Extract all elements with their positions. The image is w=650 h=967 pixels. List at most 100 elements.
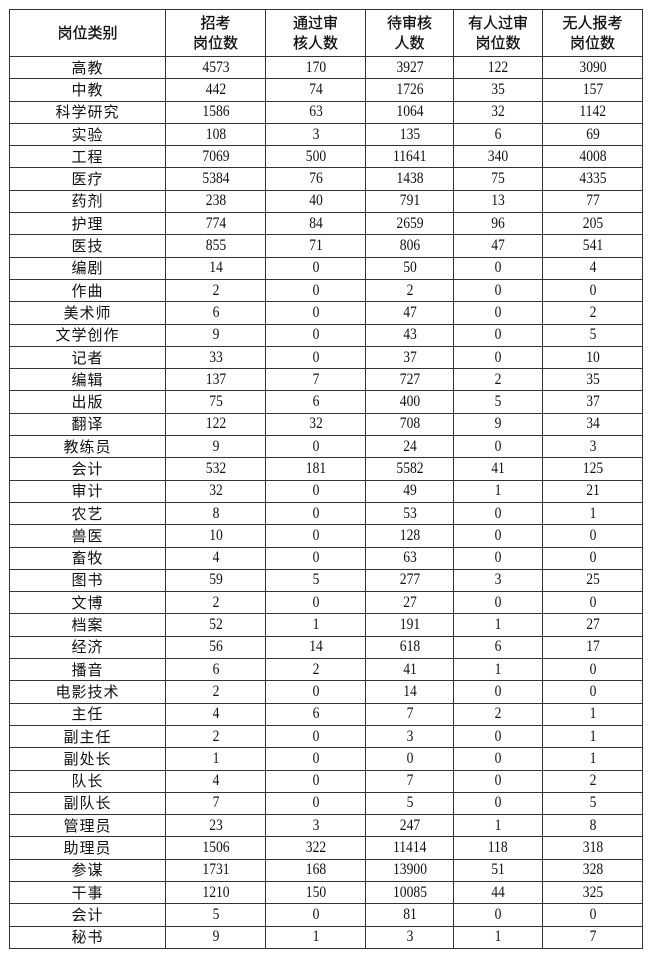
cell-positions: 7: [165, 791, 266, 816]
cell-value: 0: [589, 281, 596, 299]
cell-category: 秘书: [9, 925, 166, 949]
cell-category: 播音: [9, 658, 166, 682]
cell-value: 6: [312, 705, 319, 723]
cell-value: 0: [589, 549, 596, 567]
table-row: 参谋 1731 168 13900 51 328: [9, 858, 643, 882]
cell-positions: 7069: [165, 145, 266, 169]
cell-approved: 74: [265, 78, 366, 102]
cell-positions-no-applicants: 5: [542, 791, 643, 816]
cell-positions: 14: [165, 256, 266, 280]
cell-approved: 71: [265, 234, 366, 258]
cell-value: 9: [212, 928, 219, 946]
cell-value: 340: [487, 147, 509, 165]
cell-value: 0: [312, 772, 319, 790]
cell-positions: 122: [165, 412, 266, 437]
cell-value: 128: [399, 526, 420, 544]
cell-value: 0: [494, 682, 502, 700]
cell-pending: 11641: [365, 145, 454, 169]
cell-category: 作曲: [9, 278, 166, 303]
cell-positions-no-applicants: 0: [542, 591, 643, 615]
cell-value: 3: [312, 816, 319, 834]
cell-positions-no-applicants: 0: [542, 658, 643, 682]
cell-value: 0: [312, 905, 319, 923]
cell-value: 3: [312, 125, 319, 143]
cell-value: 0: [312, 526, 319, 544]
cell-value: 137: [205, 370, 226, 388]
cell-value: 1: [589, 749, 596, 767]
cell-category: 翻译: [9, 412, 166, 437]
cell-approved: 63: [265, 100, 366, 124]
cell-pending: 618: [365, 635, 454, 660]
cell-category: 副队长: [9, 791, 166, 816]
cell-value: 122: [487, 58, 509, 76]
cell-positions-with-approved: 3: [453, 568, 543, 593]
cell-value: 1: [589, 727, 596, 745]
cell-value: 170: [305, 58, 326, 76]
cell-approved: 0: [265, 345, 366, 370]
cell-category: 队长: [9, 769, 166, 793]
cell-approved: 0: [265, 256, 366, 280]
cell-positions-no-applicants: 27: [542, 613, 643, 637]
cell-positions: 52: [165, 613, 266, 637]
cell-pending: 806: [365, 234, 454, 258]
table-row: 文学创作 9 0 43 0 5: [9, 323, 643, 347]
cell-value: 7: [312, 370, 319, 388]
cell-approved: 0: [265, 501, 366, 526]
cell-value: 5: [406, 794, 413, 812]
cell-value: 6: [312, 393, 319, 411]
cell-approved: 0: [265, 301, 366, 325]
cell-value: 10: [208, 526, 223, 544]
header-positions-with-approved: 有人过审 岗位数: [453, 9, 543, 57]
table-row: 电影技术 2 0 14 0 0: [9, 680, 643, 704]
table-row: 医疗 5384 76 1438 75 4335: [9, 167, 643, 191]
cell-positions-no-applicants: 157: [542, 78, 643, 102]
cell-positions-no-applicants: 1: [542, 702, 643, 726]
table-row: 高教 4573 170 3927 122 3090: [9, 55, 643, 80]
cell-category: 教练员: [9, 435, 166, 459]
cell-positions-with-approved: 41: [453, 457, 543, 481]
table-row: 美术师 6 0 47 0 2: [9, 301, 643, 325]
table-row: 审计 32 0 49 1 21: [9, 479, 643, 503]
cell-positions: 2: [165, 680, 266, 704]
cell-approved: 3: [265, 122, 366, 147]
cell-category: 编辑: [9, 368, 166, 392]
cell-approved: 84: [265, 212, 366, 236]
cell-value: 3: [406, 727, 413, 745]
cell-positions-no-applicants: 7: [542, 925, 643, 949]
cell-category: 管理员: [9, 814, 166, 838]
table-header-row: 岗位类别 招考 岗位数 通过审 核人数 待审核 人数 有人过审 岗位数 无人报考 岗位数: [9, 9, 643, 57]
cell-value: 21: [585, 482, 600, 500]
cell-value: 1: [494, 928, 502, 946]
cell-value: 51: [491, 861, 505, 879]
cell-category: 电影技术: [9, 680, 166, 704]
cell-positions-no-applicants: 2: [542, 769, 643, 793]
cell-value: 9: [212, 437, 219, 455]
cell-value: 23: [208, 816, 223, 834]
cell-value: 9: [212, 326, 219, 344]
cell-approved: 0: [265, 903, 366, 927]
cell-value: 1: [589, 504, 596, 522]
cell-value: 1438: [395, 170, 424, 188]
cell-approved: 40: [265, 189, 366, 214]
cell-positions-no-applicants: 3: [542, 435, 643, 459]
cell-approved: 322: [265, 836, 366, 860]
cell-positions-with-approved: 1: [453, 658, 543, 682]
cell-value: 0: [494, 593, 502, 611]
cell-value: 1: [494, 616, 502, 634]
cell-value: 5: [312, 571, 319, 589]
cell-value: 4: [212, 705, 219, 723]
cell-approved: 6: [265, 702, 366, 726]
cell-value: 806: [399, 237, 420, 255]
cell-positions: 774: [165, 212, 266, 236]
cell-value: 118: [488, 839, 508, 857]
table-row: 兽医 10 0 128 0 0: [9, 524, 643, 548]
table-row: 出版 75 6 400 5 37: [9, 390, 643, 414]
cell-value: 0: [312, 281, 319, 299]
position-statistics-table: 岗位类别 招考 岗位数 通过审 核人数 待审核 人数 有人过审 岗位数 无人报考 岗位数 高教 457…: [9, 9, 643, 949]
cell-value: 0: [312, 682, 319, 700]
cell-positions: 2: [165, 278, 266, 303]
cell-positions-with-approved: 5: [453, 390, 543, 414]
table-row: 会计 5 0 81 0 0: [9, 903, 643, 927]
cell-value: 0: [312, 437, 319, 455]
cell-value: 2: [494, 705, 502, 723]
